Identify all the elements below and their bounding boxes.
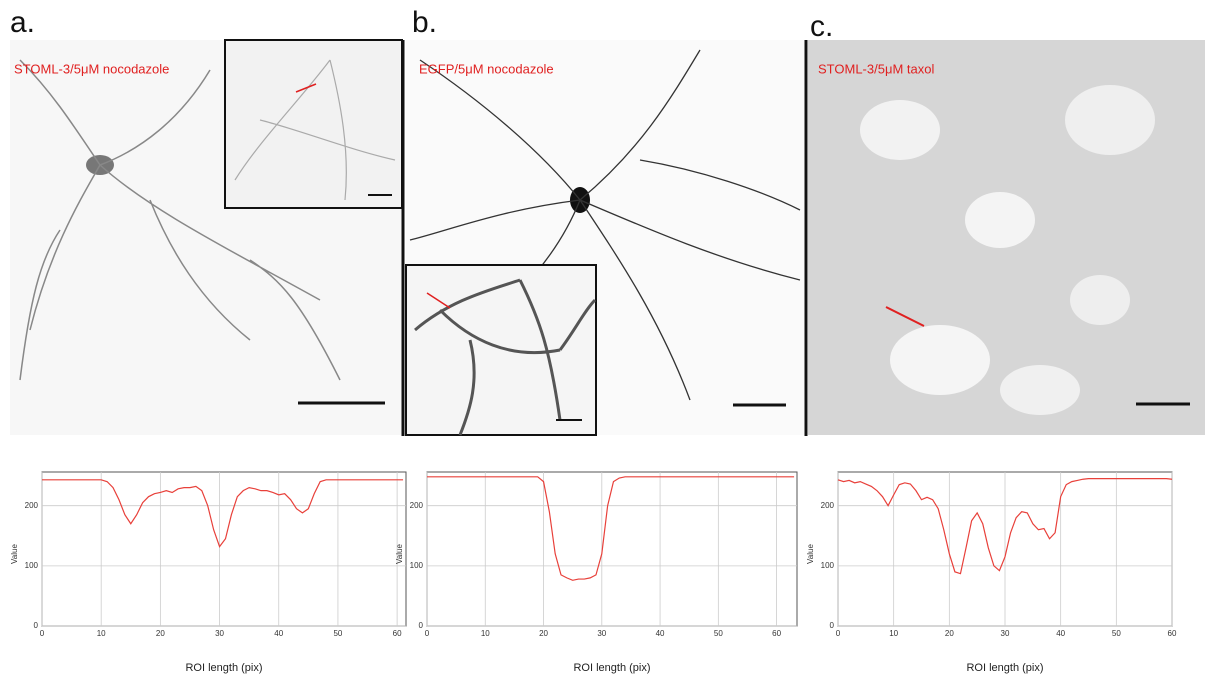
image-caption: STOML-3/5μM nocodazole bbox=[14, 61, 169, 76]
y-tick-label: 200 bbox=[25, 501, 39, 510]
plot-area bbox=[41, 471, 407, 627]
x-tick-label: 50 bbox=[714, 629, 723, 638]
panel-label: c. bbox=[810, 10, 833, 43]
x-axis-title: ROI length (pix) bbox=[573, 662, 650, 674]
y-tick-label: 200 bbox=[410, 501, 424, 510]
image-caption: STOML-3/5μM taxol bbox=[818, 61, 934, 76]
x-tick-label: 0 bbox=[40, 629, 45, 638]
x-tick-label: 60 bbox=[772, 629, 781, 638]
x-tick-label: 40 bbox=[1056, 629, 1065, 638]
x-tick-label: 40 bbox=[656, 629, 665, 638]
y-tick-label: 200 bbox=[821, 501, 835, 510]
x-tick-label: 10 bbox=[97, 629, 106, 638]
x-axis-title: ROI length (pix) bbox=[966, 662, 1043, 674]
x-tick-label: 40 bbox=[274, 629, 283, 638]
plot-area bbox=[426, 471, 798, 627]
y-axis-title: Value bbox=[395, 544, 404, 564]
y-tick-label: 0 bbox=[830, 621, 835, 630]
image-b bbox=[405, 40, 805, 436]
data-line bbox=[427, 476, 795, 581]
panel-label: a. bbox=[10, 6, 35, 39]
x-tick-label: 10 bbox=[889, 629, 898, 638]
y-axis-title: Value bbox=[10, 544, 19, 564]
panel-label: b. bbox=[412, 6, 437, 39]
x-tick-label: 30 bbox=[597, 629, 606, 638]
y-axis-title: Value bbox=[806, 544, 815, 564]
x-tick-label: 30 bbox=[1001, 629, 1010, 638]
y-tick-label: 100 bbox=[410, 561, 424, 570]
x-tick-label: 20 bbox=[539, 629, 548, 638]
x-tick-label: 30 bbox=[215, 629, 224, 638]
x-tick-label: 0 bbox=[836, 629, 841, 638]
image-c bbox=[808, 40, 1205, 435]
image-caption: EGFP/5μM nocodazole bbox=[419, 61, 554, 76]
x-tick-label: 50 bbox=[333, 629, 342, 638]
x-tick-label: 20 bbox=[945, 629, 954, 638]
y-tick-label: 0 bbox=[34, 621, 39, 630]
x-tick-label: 20 bbox=[156, 629, 165, 638]
x-tick-label: 10 bbox=[481, 629, 490, 638]
y-tick-label: 100 bbox=[821, 561, 835, 570]
image-a bbox=[10, 39, 403, 435]
x-axis-title: ROI length (pix) bbox=[185, 662, 262, 674]
x-tick-label: 0 bbox=[425, 629, 430, 638]
y-tick-label: 0 bbox=[419, 621, 424, 630]
x-tick-label: 50 bbox=[1112, 629, 1121, 638]
data-line bbox=[42, 479, 404, 548]
y-tick-label: 100 bbox=[25, 561, 39, 570]
x-tick-label: 60 bbox=[1168, 629, 1177, 638]
x-tick-label: 60 bbox=[393, 629, 402, 638]
data-line bbox=[837, 478, 1173, 575]
